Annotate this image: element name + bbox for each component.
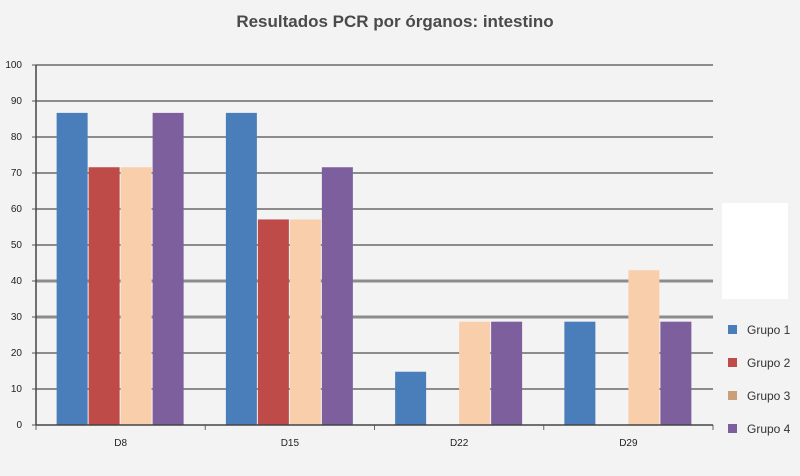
x-tick-label: D8 <box>114 438 127 449</box>
legend: Grupo 1 Grupo 2 Grupo 3 Grupo 4 <box>728 313 790 445</box>
bar-D29-grupo-4 <box>660 321 692 425</box>
bar-D8-grupo-1 <box>56 112 88 425</box>
y-tick-label: 0 <box>16 420 22 431</box>
bar-D8-grupo-2 <box>88 167 120 426</box>
x-axis-ticks: D8 D15 D22 D29 <box>35 425 714 449</box>
y-tick-label: 60 <box>11 204 23 215</box>
legend-swatch <box>728 358 737 367</box>
x-tick-label: D22 <box>450 438 469 449</box>
y-tick-label: 90 <box>11 96 23 107</box>
bar-D22-grupo-1 <box>395 371 427 425</box>
bars <box>56 112 692 426</box>
chart-title: Resultados PCR por órganos: intestino <box>236 12 554 31</box>
bar-D8-grupo-3 <box>120 167 152 426</box>
legend-label: Grupo 2 <box>747 355 791 370</box>
bar-D22-grupo-3 <box>459 321 491 425</box>
bar-D15-grupo-3 <box>289 219 321 425</box>
bar-D29-grupo-3 <box>628 270 660 425</box>
bar-D29-grupo-1 <box>564 321 596 425</box>
legend-label: Grupo 3 <box>747 388 791 403</box>
legend-swatch <box>728 325 737 334</box>
legend-swatch <box>728 391 737 400</box>
y-tick-label: 20 <box>11 348 23 359</box>
bar-D8-grupo-4 <box>152 112 184 425</box>
legend-item: Grupo 3 <box>728 379 790 412</box>
legend-item: Grupo 2 <box>728 346 790 379</box>
bar-D22-grupo-4 <box>491 321 523 425</box>
legend-label: Grupo 1 <box>747 322 791 337</box>
y-tick-label: 10 <box>11 384 23 395</box>
legend-swatch <box>728 424 737 433</box>
y-tick-label: 50 <box>11 240 23 251</box>
y-tick-label: 70 <box>11 168 23 179</box>
legend-item: Grupo 4 <box>728 412 790 445</box>
y-tick-label: 40 <box>11 276 23 287</box>
gridlines <box>36 64 713 390</box>
y-axis-ticks: 0 10 20 30 40 50 60 70 80 90 100 <box>5 60 36 431</box>
legend-label: Grupo 4 <box>747 421 791 436</box>
legend-item: Grupo 1 <box>728 313 790 346</box>
x-tick-label: D29 <box>619 438 638 449</box>
x-tick-label: D15 <box>281 438 300 449</box>
axes <box>35 65 713 426</box>
y-tick-label: 100 <box>5 60 22 71</box>
bar-D15-grupo-2 <box>257 219 289 425</box>
legend-blank-area <box>722 203 788 299</box>
bar-D15-grupo-1 <box>225 112 257 425</box>
bar-D15-grupo-4 <box>321 167 353 426</box>
y-tick-label: 80 <box>11 132 23 143</box>
y-tick-label: 30 <box>11 312 23 323</box>
